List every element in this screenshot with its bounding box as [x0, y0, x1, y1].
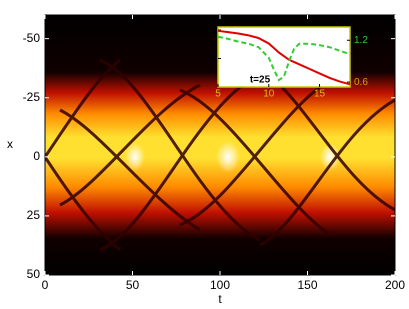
- inset-x-tick-label: 10: [263, 89, 275, 100]
- y-tick-label: -50: [23, 31, 41, 45]
- y-axis-label: x: [7, 137, 13, 151]
- x-tick-label: 50: [126, 278, 140, 292]
- y-tick-label: 25: [27, 208, 41, 222]
- inset-y2-tick-label: 1.2: [354, 35, 368, 46]
- x-tick-label: 0: [42, 278, 49, 292]
- y-tick-label: 0: [33, 149, 40, 163]
- inset-x-tick-label: 15: [314, 89, 326, 100]
- inset-y-tick-label: π: [209, 53, 216, 64]
- inset-line: [217, 29, 351, 86]
- inset-x-tick-label: 5: [215, 89, 221, 100]
- y-tick-label: 50: [27, 267, 41, 281]
- inset-annotation: t=25: [250, 75, 271, 86]
- x-axis-label: t: [218, 292, 222, 306]
- inset-line: [217, 35, 351, 82]
- y-tick-label: -25: [23, 90, 41, 104]
- inset-y-tick-label: 2π: [204, 25, 217, 36]
- x-tick-label: 200: [385, 278, 405, 292]
- inset: t=25 5 10 15 2π π 1.2 0.6: [204, 25, 369, 100]
- x-tick-label: 150: [297, 278, 317, 292]
- x-tick-label: 100: [210, 278, 230, 292]
- inset-y2-tick-label: 0.6: [354, 77, 368, 88]
